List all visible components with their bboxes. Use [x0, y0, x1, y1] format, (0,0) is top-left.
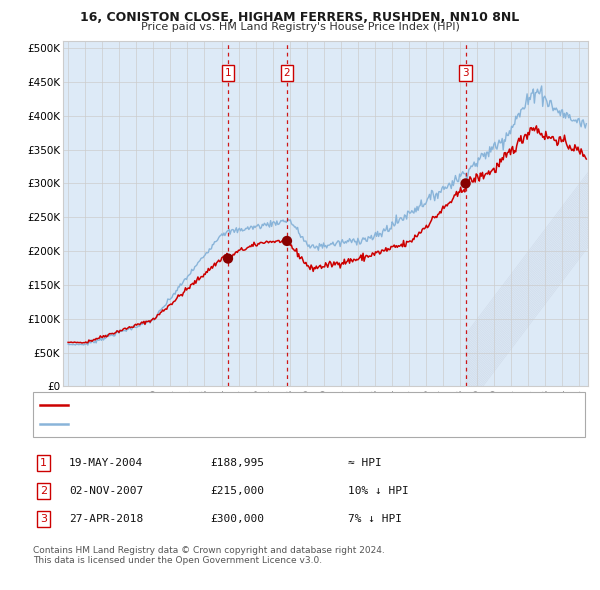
Text: 1: 1	[40, 458, 47, 468]
Text: 19-MAY-2004: 19-MAY-2004	[69, 458, 143, 468]
Text: 16, CONISTON CLOSE, HIGHAM FERRERS, RUSHDEN, NN10 8NL: 16, CONISTON CLOSE, HIGHAM FERRERS, RUSH…	[80, 11, 520, 24]
Text: 02-NOV-2007: 02-NOV-2007	[69, 486, 143, 496]
Text: 2: 2	[284, 68, 290, 78]
Text: £215,000: £215,000	[210, 486, 264, 496]
Bar	[228, 41, 466, 386]
Text: 16, CONISTON CLOSE, HIGHAM FERRERS, RUSHDEN, NN10 8NL (detached house): 16, CONISTON CLOSE, HIGHAM FERRERS, RUSH…	[72, 400, 478, 409]
Text: 3: 3	[463, 68, 469, 78]
Text: £300,000: £300,000	[210, 514, 264, 524]
Text: HPI: Average price, detached house, North Northamptonshire: HPI: Average price, detached house, Nort…	[72, 419, 378, 429]
Text: 2: 2	[40, 486, 47, 496]
Text: Contains HM Land Registry data © Crown copyright and database right 2024.
This d: Contains HM Land Registry data © Crown c…	[33, 546, 385, 565]
Point	[461, 179, 470, 188]
Point	[223, 254, 233, 263]
Text: 27-APR-2018: 27-APR-2018	[69, 514, 143, 524]
Text: Price paid vs. HM Land Registry's House Price Index (HPI): Price paid vs. HM Land Registry's House …	[140, 22, 460, 32]
Text: 7% ↓ HPI: 7% ↓ HPI	[348, 514, 402, 524]
Text: ≈ HPI: ≈ HPI	[348, 458, 382, 468]
Text: 10% ↓ HPI: 10% ↓ HPI	[348, 486, 409, 496]
Text: 3: 3	[40, 514, 47, 524]
Point	[282, 236, 292, 245]
Text: 1: 1	[224, 68, 232, 78]
Text: £188,995: £188,995	[210, 458, 264, 468]
